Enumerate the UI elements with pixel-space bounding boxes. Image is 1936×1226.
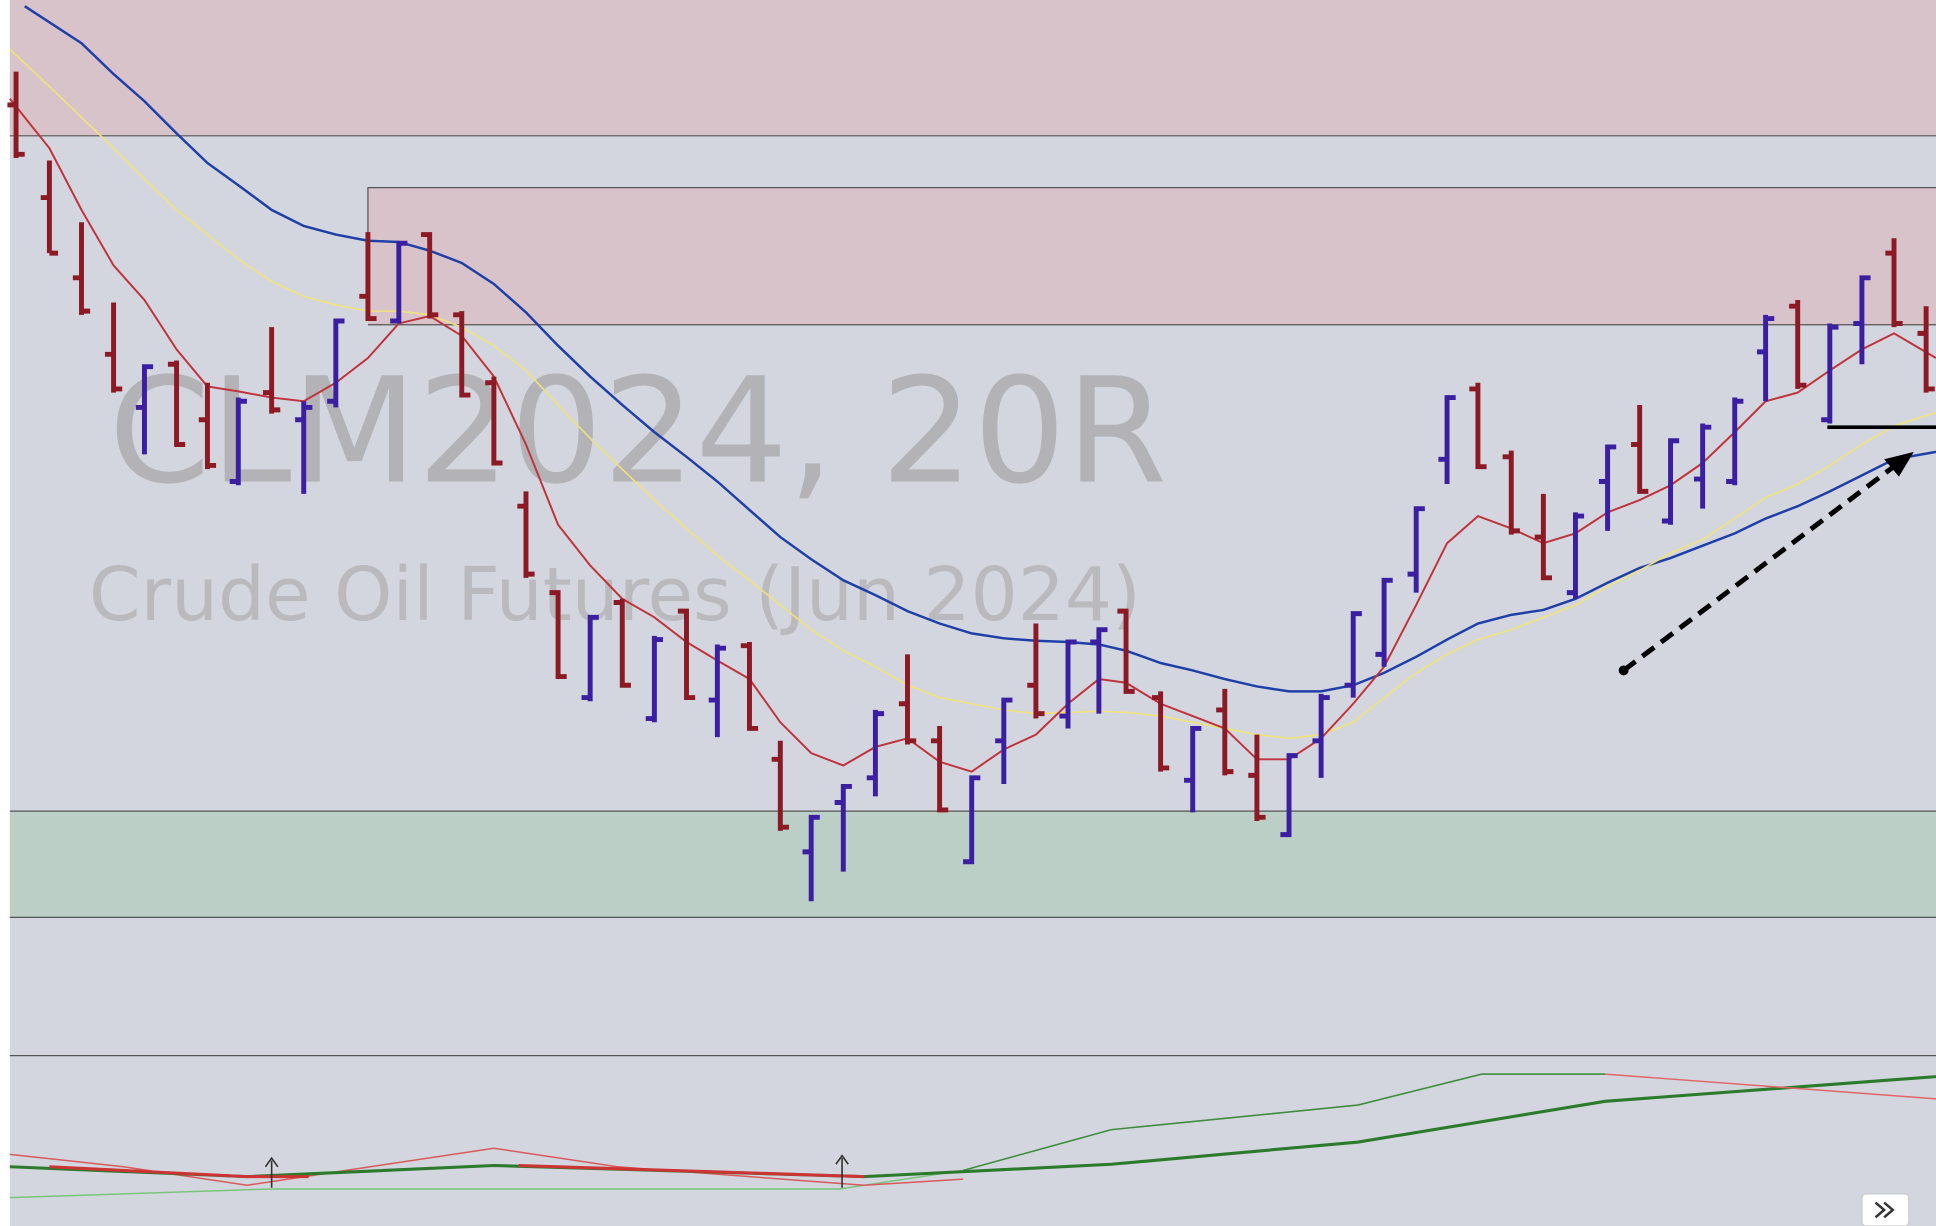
resistance-zone: [367, 187, 1936, 325]
zone-borders: [9, 135, 1936, 1057]
resistance-zone: [9, 0, 1936, 136]
indicator-panel: [9, 1073, 1936, 1199]
moving-average-slow: [24, 5, 1936, 693]
watermark-description: Crude Oil Futures (Jun 2024): [89, 552, 1141, 638]
watermark-symbol: CLM2024, 20R: [109, 348, 1168, 517]
moving-average-mid: [9, 48, 1936, 740]
trend-arrow: [1618, 451, 1914, 676]
price-bars-down: [7, 71, 1935, 831]
price-bars-up: [135, 240, 1871, 902]
scroll-button[interactable]: [1861, 1193, 1910, 1226]
